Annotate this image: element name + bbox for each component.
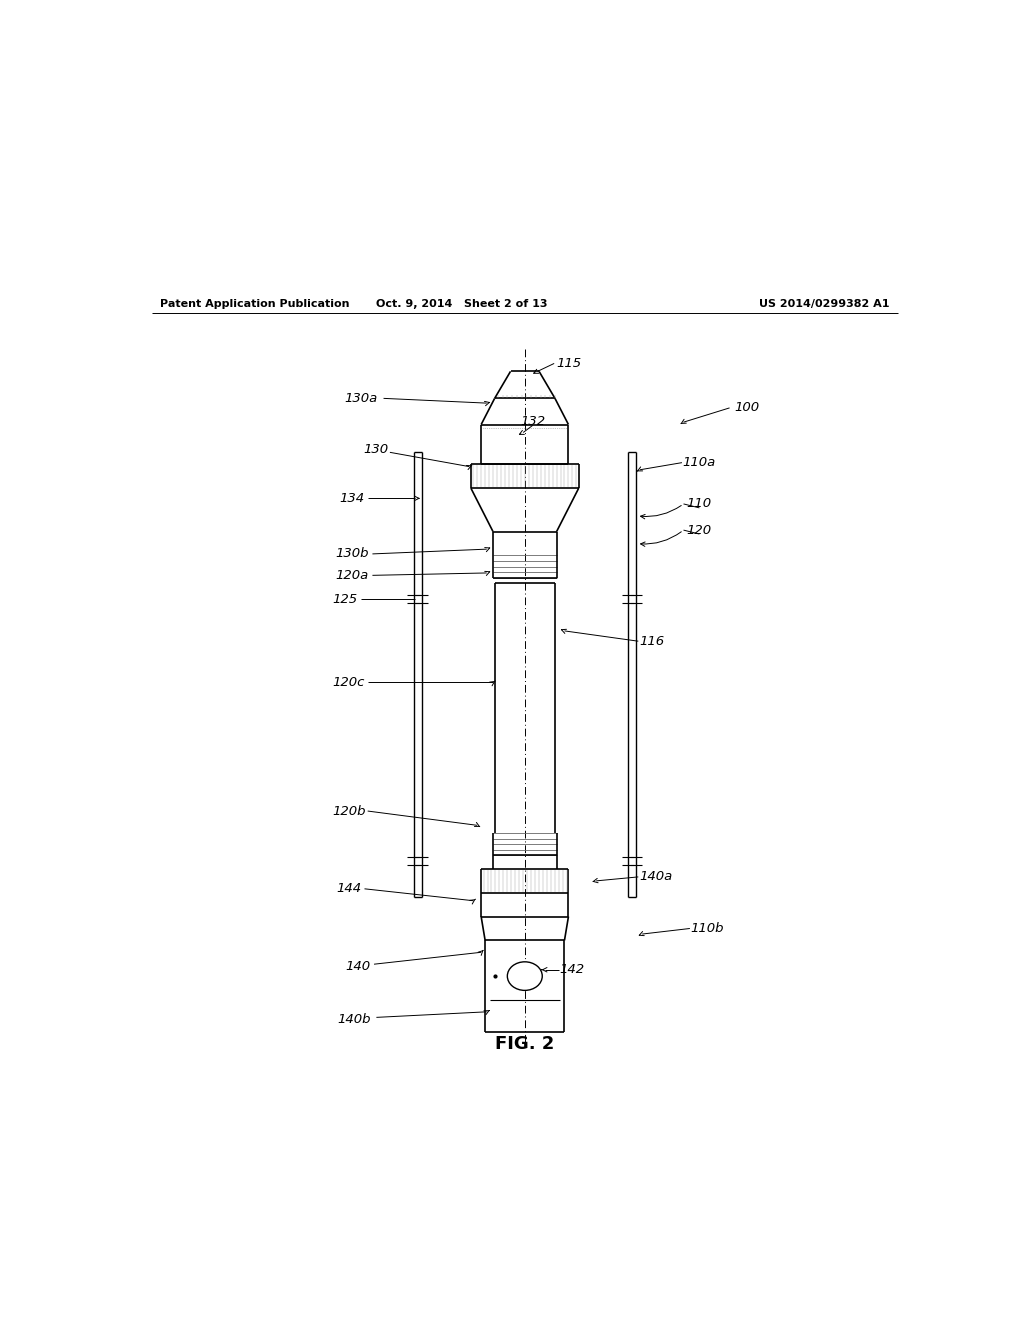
Text: 110: 110 [687,498,712,511]
Text: 120: 120 [687,524,712,537]
Text: 144: 144 [336,882,361,895]
Text: 120c: 120c [333,676,365,689]
Text: FIG. 2: FIG. 2 [496,1035,554,1052]
Text: US 2014/0299382 A1: US 2014/0299382 A1 [760,298,890,309]
Text: 140a: 140a [639,870,673,883]
Text: Oct. 9, 2014   Sheet 2 of 13: Oct. 9, 2014 Sheet 2 of 13 [376,298,547,309]
Text: 130: 130 [364,442,388,455]
Text: 140: 140 [345,960,371,973]
Text: 120b: 120b [332,804,366,817]
Text: 125: 125 [332,593,357,606]
Text: 116: 116 [639,635,665,648]
Text: 142: 142 [560,964,585,977]
Text: 100: 100 [734,401,760,414]
Text: 110a: 110a [683,457,716,469]
Text: Patent Application Publication: Patent Application Publication [160,298,349,309]
Text: 140b: 140b [338,1014,371,1026]
Text: 134: 134 [339,492,365,504]
Ellipse shape [507,962,543,990]
Text: 130a: 130a [344,392,377,405]
Text: 115: 115 [556,356,581,370]
Text: 132: 132 [520,414,546,428]
Text: 110b: 110b [690,921,724,935]
Text: 120a: 120a [335,569,369,582]
Text: 130b: 130b [335,548,369,561]
